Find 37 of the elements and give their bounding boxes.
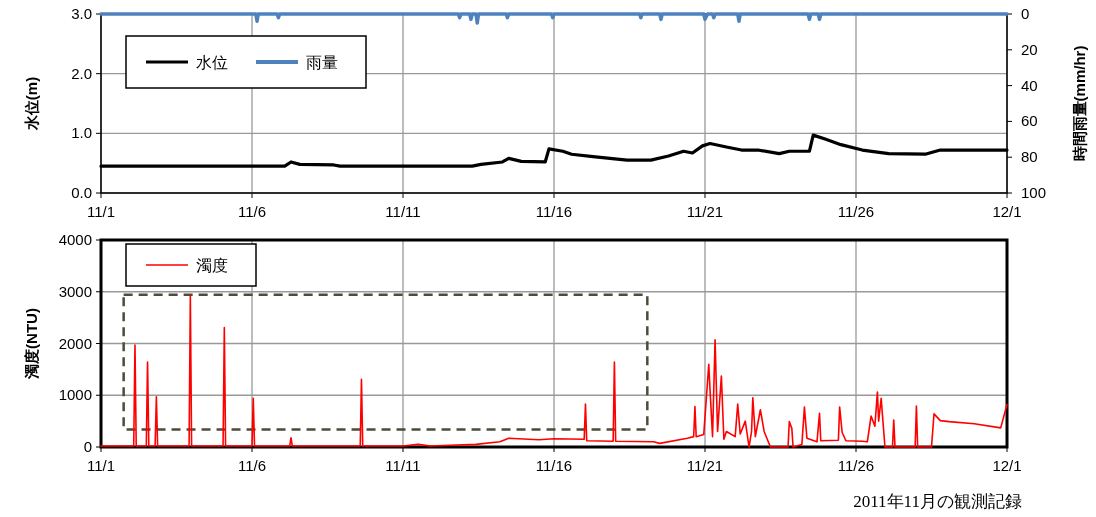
legend-label: 水位 bbox=[196, 54, 228, 71]
y-axis-title: 濁度(NTU) bbox=[23, 308, 40, 380]
text: 2011年11月の観測記録 bbox=[853, 492, 1022, 511]
y2-tick-label: 40 bbox=[1021, 76, 1038, 94]
y-axis-title: 水位(m) bbox=[23, 76, 40, 132]
y-tick-label: 3.0 bbox=[71, 5, 92, 22]
y2-tick-label: 100 bbox=[1021, 184, 1047, 201]
y2-tick-label: 20 bbox=[1021, 40, 1038, 58]
legend-label: 濁度 bbox=[196, 257, 228, 274]
y-tick-label: 0.0 bbox=[71, 184, 92, 201]
y-tick-label: 3000 bbox=[58, 282, 92, 300]
y-tick-label: 2000 bbox=[58, 334, 92, 352]
y2-axis-title: 時間雨量(mm/hr) bbox=[1071, 45, 1088, 162]
y-tick-label: 1000 bbox=[58, 386, 92, 404]
y2-tick-label: 80 bbox=[1021, 148, 1038, 166]
y-tick-label: 4000 bbox=[58, 231, 92, 248]
x-tick-label: 11/26 bbox=[837, 203, 875, 220]
x-tick-label: 11/21 bbox=[686, 203, 724, 220]
y-tick-label: 1.0 bbox=[71, 124, 92, 142]
x-tick-label: 11/6 bbox=[237, 457, 267, 474]
x-tick-label: 11/11 bbox=[385, 203, 421, 220]
x-tick-label: 11/1 bbox=[86, 457, 116, 474]
y-tick-label: 0 bbox=[83, 438, 92, 455]
legend-label: 雨量 bbox=[306, 54, 338, 71]
x-tick-label: 11/16 bbox=[535, 457, 573, 474]
x-tick-label: 11/21 bbox=[686, 457, 724, 474]
x-tick-label: 11/1 bbox=[86, 203, 116, 220]
y2-tick-label: 0 bbox=[1021, 5, 1030, 22]
legend: 濁度 bbox=[125, 243, 257, 287]
x-tick-label: 11/16 bbox=[535, 203, 573, 220]
x-tick-label: 11/26 bbox=[837, 457, 875, 474]
y-tick-label: 2.0 bbox=[71, 64, 92, 82]
x-tick-label: 12/1 bbox=[992, 457, 1022, 474]
x-tick-label: 11/6 bbox=[237, 203, 267, 220]
y2-tick-label: 60 bbox=[1021, 112, 1038, 130]
x-tick-label: 12/1 bbox=[992, 203, 1022, 220]
x-tick-label: 11/11 bbox=[385, 457, 421, 474]
